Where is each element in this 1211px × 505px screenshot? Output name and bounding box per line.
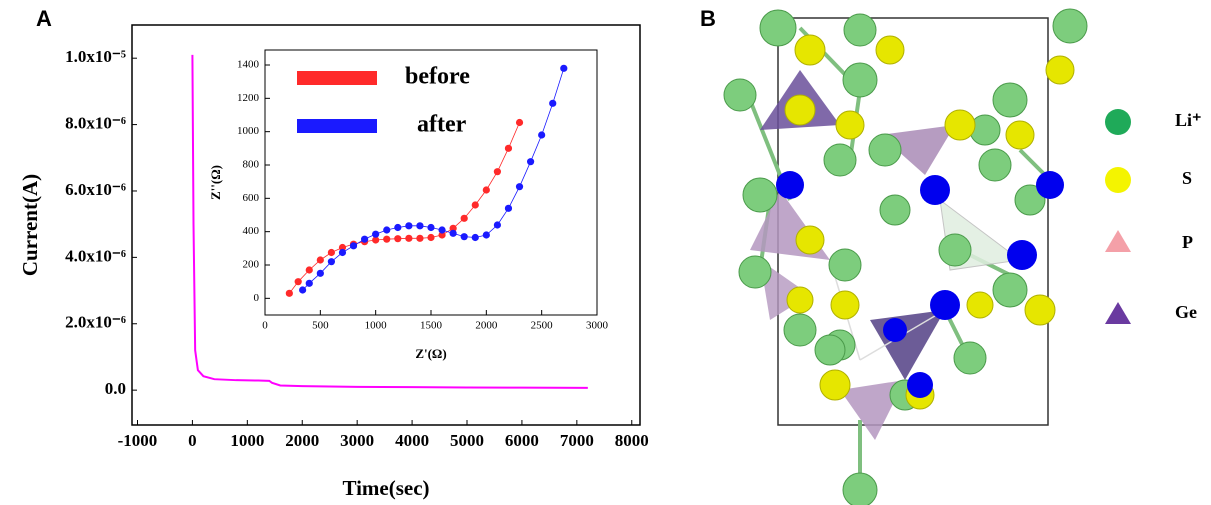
legend-swatch bbox=[1105, 302, 1131, 324]
x-tick-label: 8000 bbox=[615, 431, 649, 450]
legend-label: P bbox=[1182, 232, 1193, 252]
y-axis-label: Current(A) bbox=[18, 174, 42, 276]
data-point bbox=[472, 234, 479, 241]
data-point bbox=[494, 168, 501, 175]
legend-label: Ge bbox=[1175, 302, 1197, 322]
data-point bbox=[494, 221, 501, 228]
x-tick-label: 1000 bbox=[230, 431, 264, 450]
data-point bbox=[328, 258, 335, 265]
data-point bbox=[516, 183, 523, 190]
legend-swatch bbox=[1105, 109, 1131, 135]
data-point bbox=[306, 280, 313, 287]
data-point bbox=[450, 230, 457, 237]
x-tick-label: 3000 bbox=[340, 431, 374, 450]
x-axis-label: Z'(Ω) bbox=[415, 346, 446, 361]
x-tick-label: 4000 bbox=[395, 431, 429, 450]
y-tick-label: 800 bbox=[243, 159, 260, 171]
y-tick-label: 0.0 bbox=[105, 379, 126, 398]
data-point bbox=[505, 145, 512, 152]
data-point bbox=[394, 235, 401, 242]
data-line bbox=[289, 123, 519, 294]
legend-label: after bbox=[417, 112, 467, 138]
data-point bbox=[427, 234, 434, 241]
x-tick-label: 7000 bbox=[560, 431, 594, 450]
y-tick-label: 2.0x10⁻⁶ bbox=[65, 313, 126, 332]
y-axis-label: Z''(Ω) bbox=[208, 165, 223, 200]
data-point bbox=[317, 256, 324, 263]
data-point bbox=[483, 231, 490, 238]
legend-label: before bbox=[405, 64, 470, 90]
y-tick-label: 1000 bbox=[237, 125, 260, 137]
data-point bbox=[538, 131, 545, 138]
data-point bbox=[416, 235, 423, 242]
panel-label: B bbox=[700, 6, 716, 31]
data-point bbox=[350, 242, 357, 249]
figure: A B -10000100020003000400050006000700080… bbox=[0, 0, 1211, 505]
panel-label: A bbox=[36, 6, 52, 31]
data-point bbox=[505, 205, 512, 212]
x-tick-label: 5000 bbox=[450, 431, 484, 450]
y-tick-label: 1400 bbox=[237, 59, 260, 71]
data-point bbox=[361, 236, 368, 243]
plot-frame bbox=[265, 50, 597, 315]
data-point bbox=[405, 235, 412, 242]
y-tick-label: 6.0x10⁻⁶ bbox=[65, 180, 126, 199]
data-point bbox=[405, 222, 412, 229]
data-point bbox=[295, 278, 302, 285]
x-tick-label: -1000 bbox=[118, 431, 158, 450]
legend-label: Li⁺ bbox=[1175, 110, 1202, 130]
y-tick-label: 600 bbox=[243, 192, 260, 204]
data-point bbox=[560, 65, 567, 72]
data-point bbox=[516, 119, 523, 126]
data-point bbox=[427, 224, 434, 231]
x-axis-label: Time(sec) bbox=[342, 476, 429, 500]
y-tick-label: 1.0x10⁻⁵ bbox=[65, 47, 126, 66]
legend-label: S bbox=[1182, 168, 1192, 188]
y-tick-label: 0 bbox=[254, 292, 260, 304]
x-tick-label: 0 bbox=[188, 431, 197, 450]
x-tick-label: 500 bbox=[312, 320, 329, 332]
data-point bbox=[383, 226, 390, 233]
data-point bbox=[549, 100, 556, 107]
data-point bbox=[317, 270, 324, 277]
data-point bbox=[461, 233, 468, 240]
data-point bbox=[394, 224, 401, 231]
x-tick-label: 2500 bbox=[531, 320, 554, 332]
data-point bbox=[483, 186, 490, 193]
legend-swatch bbox=[1105, 230, 1131, 252]
data-point bbox=[472, 201, 479, 208]
data-point bbox=[461, 215, 468, 222]
data-line bbox=[192, 55, 587, 388]
y-tick-label: 200 bbox=[243, 259, 260, 271]
legend-swatch bbox=[1105, 167, 1131, 193]
crystal-structure: Li⁺ S P Ge bbox=[724, 9, 1202, 505]
x-tick-label: 2000 bbox=[285, 431, 319, 450]
x-tick-label: 2000 bbox=[475, 320, 498, 332]
structure-legend: Li⁺ S P Ge bbox=[1105, 109, 1202, 324]
data-point bbox=[438, 226, 445, 233]
plot-frame bbox=[132, 25, 640, 425]
data-point bbox=[306, 266, 313, 273]
x-tick-label: 0 bbox=[262, 320, 268, 332]
data-point bbox=[383, 236, 390, 243]
y-tick-label: 4.0x10⁻⁶ bbox=[65, 246, 126, 265]
data-line bbox=[303, 68, 564, 290]
data-point bbox=[372, 231, 379, 238]
y-tick-label: 1200 bbox=[237, 92, 260, 104]
data-point bbox=[299, 286, 306, 293]
data-point bbox=[339, 249, 346, 256]
inset-chart: 0 500 1000 1500 2000 2500 3000 0 200 400 600 800 100… bbox=[208, 50, 609, 361]
data-point bbox=[527, 158, 534, 165]
data-point bbox=[416, 222, 423, 229]
y-tick-label: 400 bbox=[243, 225, 260, 237]
x-tick-label: 1500 bbox=[420, 320, 443, 332]
data-point bbox=[328, 249, 335, 256]
x-tick-label: 3000 bbox=[586, 320, 609, 332]
x-tick-label: 6000 bbox=[505, 431, 539, 450]
x-tick-label: 1000 bbox=[365, 320, 388, 332]
y-tick-label: 8.0x10⁻⁶ bbox=[65, 113, 126, 132]
data-point bbox=[286, 290, 293, 297]
